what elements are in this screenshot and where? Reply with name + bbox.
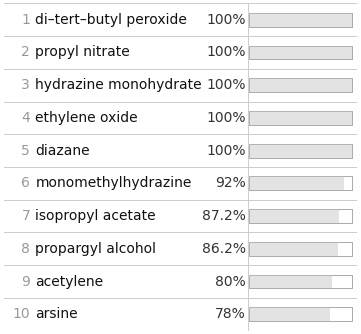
Bar [249,45,352,59]
Text: 9: 9 [21,275,30,289]
Text: 100%: 100% [206,13,246,27]
Text: 8: 8 [21,242,30,256]
Bar [249,209,352,223]
Bar [249,111,352,125]
Text: 92%: 92% [215,176,246,190]
Text: 100%: 100% [206,144,246,158]
Bar [249,13,352,27]
Text: 4: 4 [21,111,30,125]
Text: 3: 3 [21,78,30,92]
Text: ethylene oxide: ethylene oxide [35,111,138,125]
Bar [249,242,352,256]
Bar [249,78,352,92]
Bar [249,144,352,158]
Text: di–tert–butyl peroxide: di–tert–butyl peroxide [35,13,187,27]
Text: 100%: 100% [206,45,246,59]
Bar [249,13,352,27]
Text: 87.2%: 87.2% [202,209,246,223]
Bar [249,111,352,125]
Bar [249,209,339,223]
Bar [249,13,352,27]
Text: 80%: 80% [215,275,246,289]
Text: propargyl alcohol: propargyl alcohol [35,242,156,256]
Bar [249,307,330,321]
Bar [249,176,344,190]
Text: 78%: 78% [215,307,246,321]
Bar [249,307,352,321]
Bar [249,176,352,190]
Text: 2: 2 [21,45,30,59]
Bar [249,176,352,190]
Bar [249,275,331,289]
Bar [249,144,352,158]
Bar [249,275,352,289]
Bar [249,45,352,59]
Bar [249,242,352,256]
Text: arsine: arsine [35,307,78,321]
Bar [249,275,352,289]
Text: 100%: 100% [206,111,246,125]
Bar [249,78,352,92]
Bar [249,307,352,321]
Text: 86.2%: 86.2% [202,242,246,256]
Text: 10: 10 [13,307,30,321]
Text: 6: 6 [21,176,30,190]
Text: monomethylhydrazine: monomethylhydrazine [35,176,192,190]
Bar [249,144,352,158]
Text: 100%: 100% [206,78,246,92]
Text: isopropyl acetate: isopropyl acetate [35,209,156,223]
Bar [249,78,352,92]
Bar [249,111,352,125]
Text: diazane: diazane [35,144,90,158]
Bar [249,242,338,256]
Bar [249,45,352,59]
Text: 7: 7 [21,209,30,223]
Text: hydrazine monohydrate: hydrazine monohydrate [35,78,202,92]
Text: 5: 5 [21,144,30,158]
Text: acetylene: acetylene [35,275,104,289]
Text: propyl nitrate: propyl nitrate [35,45,130,59]
Bar [249,209,352,223]
Text: 1: 1 [21,13,30,27]
